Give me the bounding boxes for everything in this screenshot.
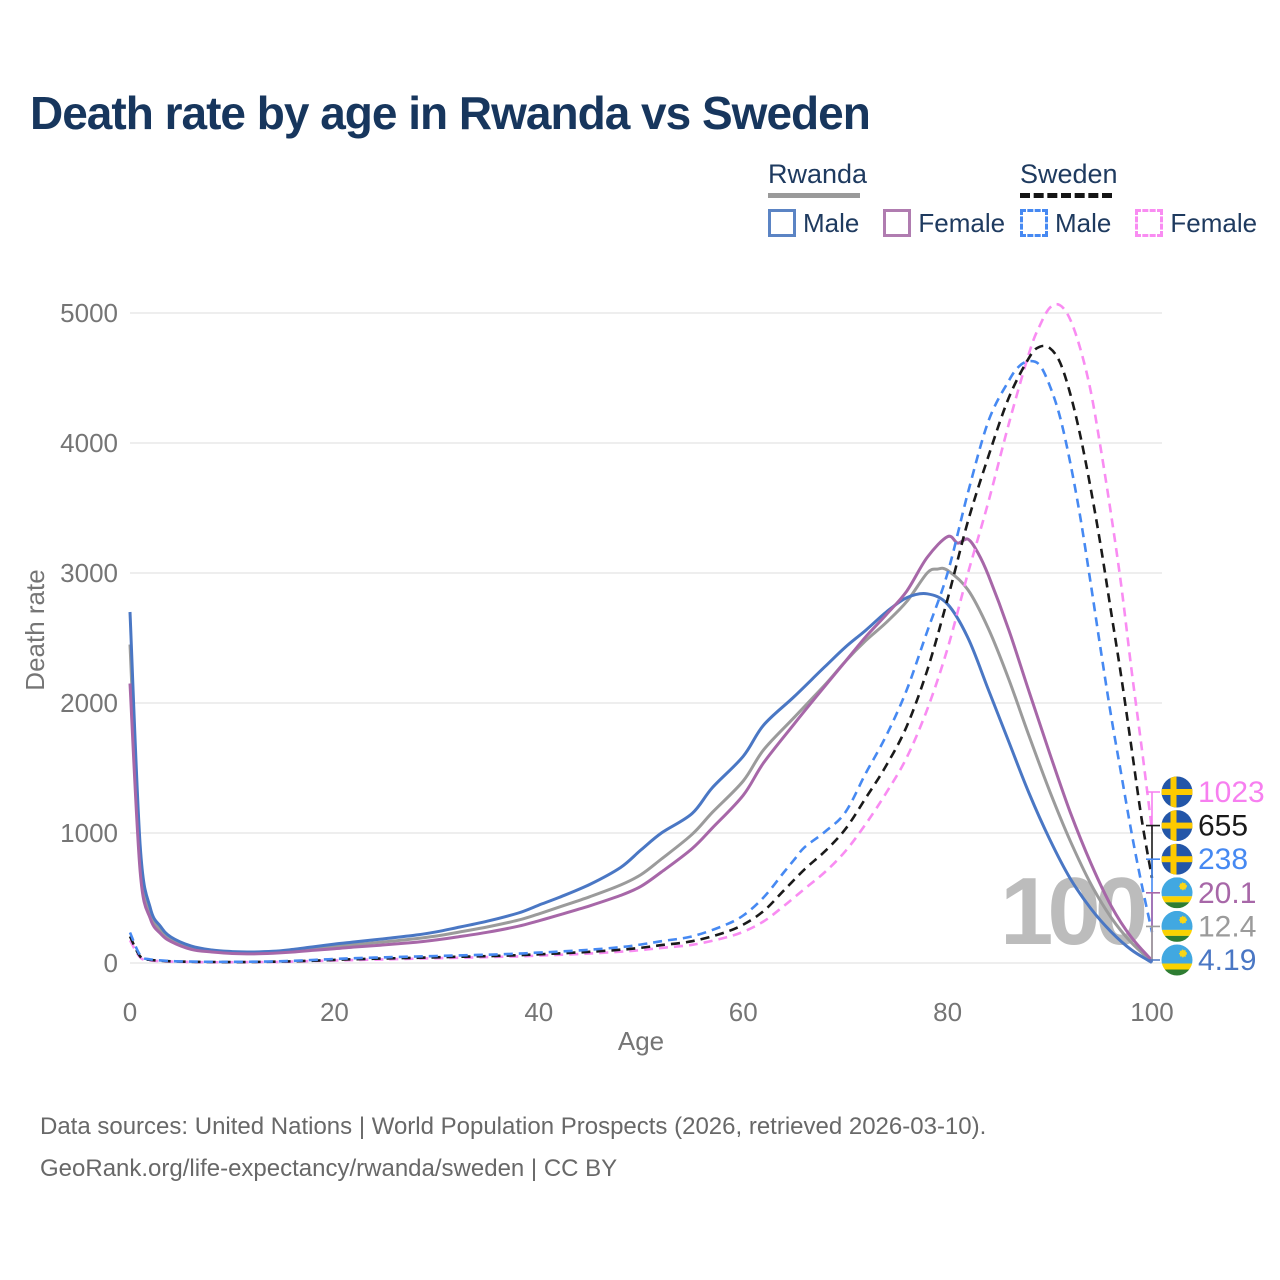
end-label-leader-238 — [1146, 858, 1160, 933]
legend-item-rwanda-female[interactable]: Female — [883, 208, 1005, 239]
flag-rwanda-icon — [1161, 877, 1193, 909]
legend-label-sweden-female: Female — [1170, 207, 1258, 238]
legend-item-sweden-female[interactable]: Female — [1135, 208, 1257, 239]
legend-header-rwanda: Rwanda — [768, 159, 868, 189]
end-label-value-238: 238 — [1198, 843, 1248, 876]
series-line-rwanda-male — [128, 592, 1153, 964]
end-label-leader-12.4 — [1146, 925, 1160, 962]
legend-header-sweden: Sweden — [1020, 159, 1118, 189]
footer-data-sources: Data sources: United Nations | World Pop… — [40, 1113, 987, 1140]
x-tick-label-100: 100 — [1130, 997, 1173, 1027]
flag-sweden-icon — [1161, 776, 1193, 808]
legend-underline-sweden-dashed — [1020, 192, 1112, 198]
series-line-sweden-male — [128, 359, 1154, 964]
legend-label-rwanda-female: Female — [918, 207, 1006, 238]
series-line-rwanda-female — [128, 534, 1154, 962]
legend-item-rwanda-male[interactable]: Male — [768, 208, 859, 239]
y-tick-label-4000: 4000 — [60, 428, 118, 458]
series-line-sweden-both-sexes — [128, 344, 1154, 964]
y-axis-title: Death rate — [20, 569, 50, 690]
legend-item-sweden-male[interactable]: Male — [1020, 208, 1111, 239]
footer: Data sources: United Nations | World Pop… — [40, 1106, 986, 1190]
footer-attribution: GeoRank.org/life-expectancy/rwanda/swede… — [40, 1155, 618, 1182]
chart-title: Death rate by age in Rwanda vs Sweden — [30, 87, 871, 139]
flag-rwanda-icon — [1161, 944, 1193, 976]
y-tick-label-3000: 3000 — [60, 558, 118, 588]
legend-swatch-sweden-female[interactable] — [1135, 209, 1164, 238]
y-tick-label-1000: 1000 — [60, 818, 118, 848]
flag-sweden-icon — [1161, 843, 1193, 875]
flag-sweden-icon — [1161, 810, 1193, 842]
x-axis-title: Age — [618, 1026, 664, 1056]
x-tick-label-20: 20 — [320, 997, 349, 1027]
legend-group-rwanda: Rwanda Male Female — [768, 159, 1005, 239]
end-label-value-20.1: 20.1 — [1198, 877, 1256, 910]
x-tick-label-60: 60 — [729, 997, 758, 1027]
end-label-value-12.4: 12.4 — [1198, 910, 1256, 943]
x-tick-label-80: 80 — [933, 997, 962, 1027]
series-line-sweden-female — [128, 302, 1154, 964]
legend-underline-rwanda-solid — [768, 192, 860, 198]
series-line-rwanda-both-sexes — [128, 566, 1154, 963]
legend-swatch-rwanda-male[interactable] — [768, 209, 796, 238]
x-tick-label-40: 40 — [524, 997, 553, 1027]
end-label-value-1023: 1023 — [1198, 776, 1265, 809]
y-tick-label-0: 0 — [104, 948, 118, 978]
legend-label-sweden-male: Male — [1055, 207, 1112, 238]
legend-swatch-rwanda-female[interactable] — [883, 209, 912, 238]
end-label-leader-4.19 — [1146, 959, 1160, 963]
end-label-value-4.19: 4.19 — [1198, 944, 1256, 977]
flag-rwanda-icon — [1161, 910, 1193, 942]
end-label-value-655: 655 — [1198, 810, 1248, 843]
y-tick-label-5000: 5000 — [60, 298, 118, 328]
x-tick-label-0: 0 — [123, 997, 137, 1027]
legend-swatch-sweden-male[interactable] — [1020, 209, 1048, 238]
legend-group-sweden: Sweden Male Female — [1020, 159, 1257, 239]
legend-label-rwanda-male: Male — [803, 207, 860, 238]
end-label-leader-1023 — [1146, 791, 1160, 830]
y-tick-label-2000: 2000 — [60, 688, 118, 718]
